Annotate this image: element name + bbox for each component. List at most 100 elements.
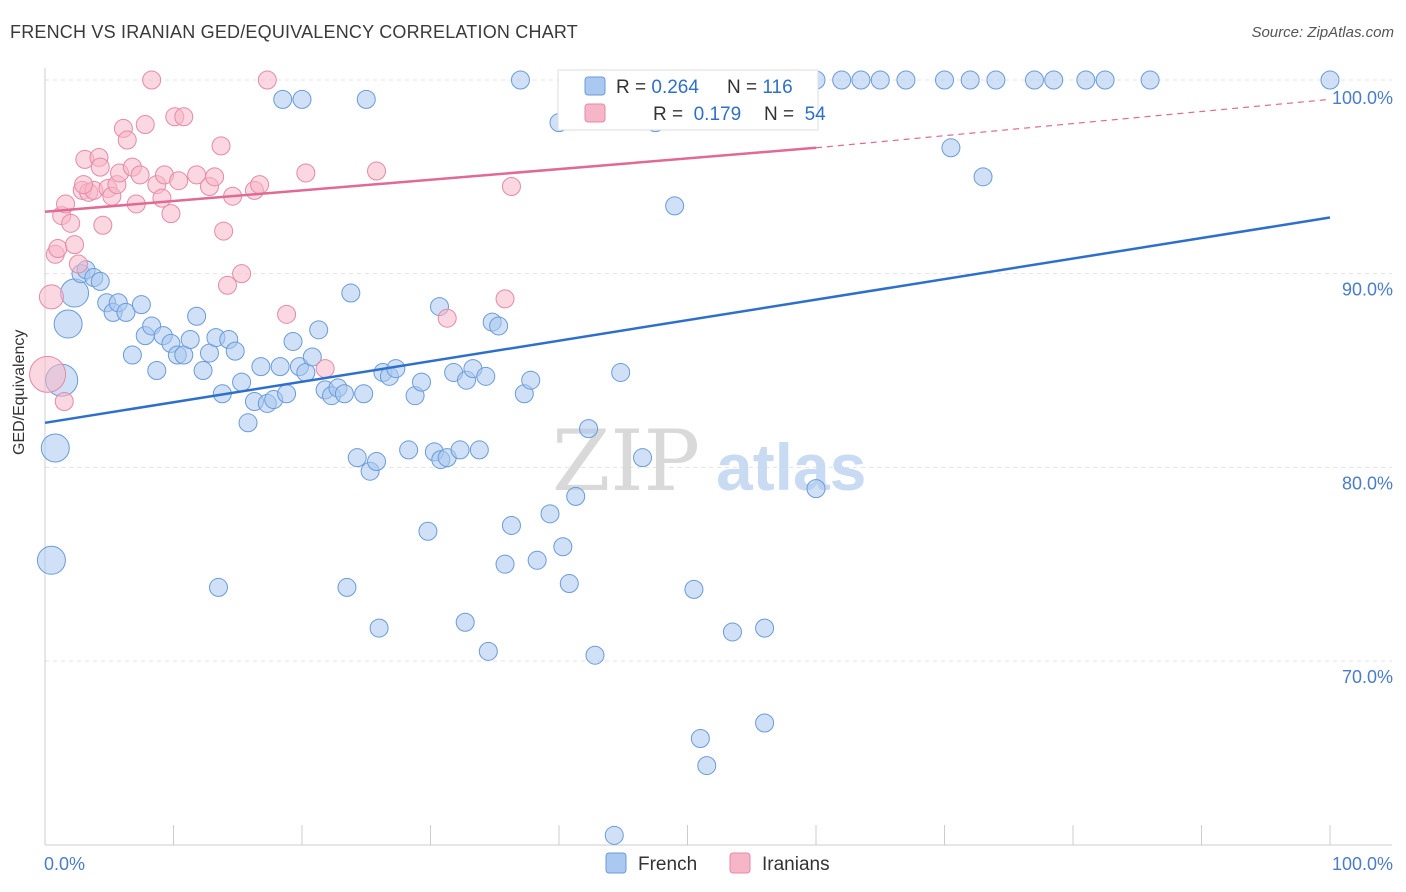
- french-point: [283, 331, 303, 351]
- french-point: [896, 70, 916, 90]
- legend-swatch-french: [584, 76, 606, 96]
- svg-text:R = 0.264: R = 0.264: [616, 77, 699, 98]
- iranian-point: [174, 107, 194, 127]
- french-point: [187, 306, 207, 326]
- legend-n-label-french: N =: [727, 77, 762, 98]
- french-point: [309, 320, 329, 340]
- french-point: [585, 645, 605, 665]
- french-point: [1044, 70, 1064, 90]
- french-point: [53, 309, 83, 339]
- french-point: [131, 295, 151, 315]
- french-point: [116, 302, 136, 322]
- iranian-point: [90, 157, 110, 177]
- french-point: [1076, 70, 1096, 90]
- french-point: [277, 384, 297, 404]
- french-point: [232, 372, 252, 392]
- french-point: [527, 550, 547, 570]
- french-point: [337, 577, 357, 597]
- french-point: [633, 448, 653, 468]
- iranian-point: [38, 284, 64, 310]
- french-point: [665, 196, 685, 216]
- french-point: [941, 138, 961, 158]
- french-point: [851, 70, 871, 90]
- french-point: [40, 433, 70, 463]
- iranian-point: [130, 165, 150, 185]
- french-point: [495, 554, 515, 574]
- french-point: [369, 618, 389, 638]
- french-point: [960, 70, 980, 90]
- iranian-point: [257, 70, 277, 90]
- svg-text:N = 54: N = 54: [727, 104, 852, 125]
- french-point: [697, 756, 717, 776]
- french-point: [455, 612, 475, 632]
- french-point: [722, 622, 742, 642]
- iranian-point: [54, 391, 74, 411]
- tick-labels: 70.0% 80.0% 90.0% 100.0% 0.0% 100.0%: [44, 88, 1393, 874]
- french-point: [412, 372, 432, 392]
- iranian-point: [211, 136, 231, 156]
- french-point: [478, 641, 498, 661]
- iranian-trend-extension: [815, 98, 1331, 149]
- grid-lines: [45, 79, 1392, 662]
- french-point: [273, 89, 293, 109]
- iranian-point: [250, 175, 270, 195]
- iranian-point: [61, 213, 81, 233]
- iranian-point: [48, 238, 68, 258]
- french-point: [292, 89, 312, 109]
- french-point: [684, 579, 704, 599]
- french-point: [973, 167, 993, 187]
- iranian-point: [74, 175, 94, 195]
- legend-r-french: 0.264: [651, 77, 699, 98]
- french-point: [611, 362, 631, 382]
- french-point: [122, 345, 142, 365]
- french-point: [755, 713, 775, 733]
- y-tick-label: 90.0%: [1342, 280, 1393, 300]
- french-point: [356, 89, 376, 109]
- watermark: ZIP atlas: [552, 412, 866, 510]
- iranian-point: [214, 221, 234, 241]
- french-point: [469, 440, 489, 460]
- iranian-point: [296, 163, 316, 183]
- iranian-point: [437, 308, 457, 328]
- iranian-point: [495, 289, 515, 309]
- legend-r-label-iranians: R =: [653, 104, 688, 125]
- source-label: Source: ZipAtlas.com: [1251, 24, 1394, 41]
- french-point: [90, 271, 110, 291]
- legend-n-iranians: 54: [799, 104, 826, 125]
- svg-text:N = 116: N = 116: [727, 77, 793, 98]
- iranian-point: [501, 177, 521, 197]
- french-point: [935, 70, 954, 90]
- french-point: [690, 728, 710, 748]
- series-legend: French Iranians: [605, 852, 830, 875]
- french-point: [870, 70, 890, 90]
- french-point: [147, 361, 167, 381]
- iranian-point: [367, 161, 387, 181]
- chart-title: FRENCH VS IRANIAN GED/EQUIVALENCY CORREL…: [10, 22, 578, 42]
- trend-lines: [44, 98, 1331, 425]
- bottom-legend-swatch-iranians: [729, 852, 751, 874]
- french-point: [1024, 70, 1044, 90]
- y-tick-label: 80.0%: [1342, 473, 1393, 493]
- iranian-point: [217, 275, 237, 295]
- french-point: [238, 413, 258, 433]
- french-point: [501, 515, 521, 535]
- french-point: [806, 479, 826, 499]
- y-tick-label: 70.0%: [1342, 667, 1393, 687]
- french-trend-line: [44, 216, 1331, 425]
- french-point: [302, 347, 322, 367]
- iranian-point: [232, 264, 252, 284]
- french-point: [208, 577, 228, 597]
- x-tick-label-min: 0.0%: [44, 854, 85, 874]
- french-point: [341, 283, 361, 303]
- french-point: [36, 545, 66, 575]
- iranian-point: [117, 130, 137, 150]
- french-point: [986, 70, 1006, 90]
- svg-text:R = 0.179: R = 0.179: [616, 104, 768, 125]
- french-point: [354, 384, 374, 404]
- iranian-point: [169, 171, 189, 191]
- iranian-point: [161, 204, 181, 224]
- bottom-legend-french: French: [638, 854, 697, 875]
- french-point: [347, 448, 367, 468]
- french-point: [60, 278, 90, 308]
- french-point: [251, 357, 271, 377]
